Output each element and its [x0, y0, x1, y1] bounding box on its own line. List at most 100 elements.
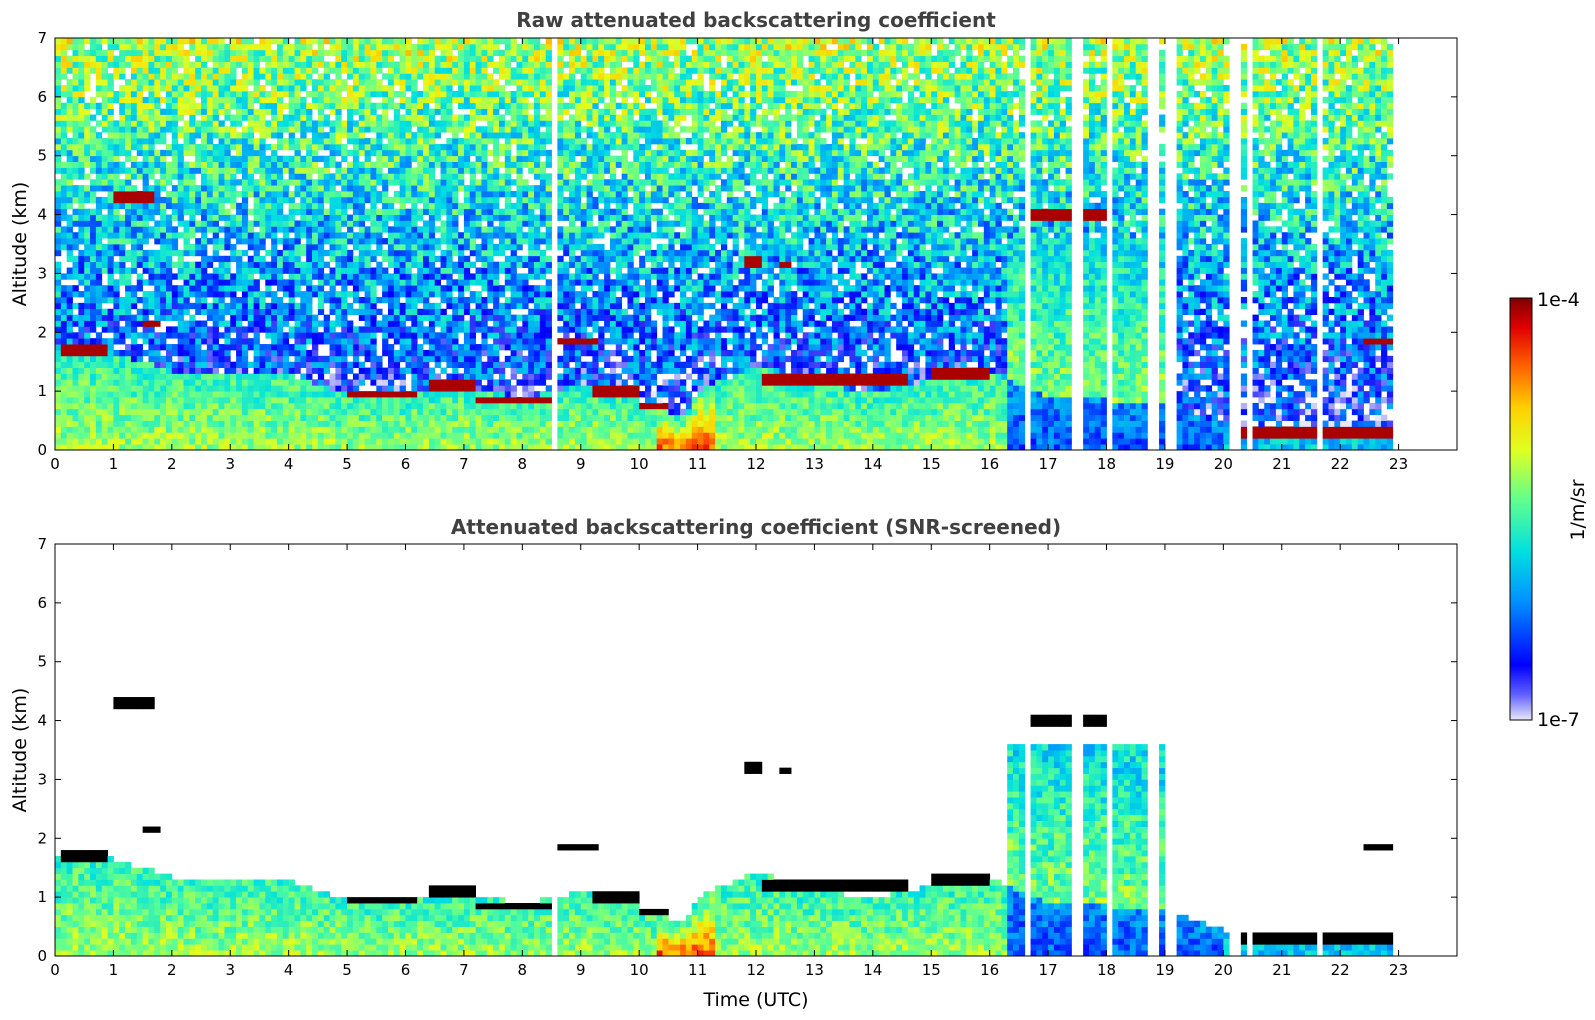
heatmap-cell — [165, 444, 173, 450]
heatmap-cell — [405, 408, 412, 416]
heatmap-cell — [306, 108, 313, 115]
heatmap-cell — [347, 102, 354, 110]
heatmap-cell — [253, 120, 260, 127]
heatmap-cell — [78, 220, 85, 227]
heatmap-cell — [504, 43, 512, 51]
heatmap-cell — [399, 332, 406, 339]
heatmap-cell — [463, 397, 471, 404]
heatmap-cell — [498, 408, 506, 416]
heatmap-cell — [171, 126, 179, 133]
heatmap-cell — [271, 314, 278, 321]
heatmap-cell — [399, 38, 406, 45]
heatmap-cell — [399, 179, 406, 186]
heatmap-cell — [393, 149, 401, 157]
heatmap-cell — [446, 426, 453, 433]
heatmap-cell — [300, 38, 307, 45]
heatmap-cell — [119, 49, 126, 57]
heatmap-cell — [224, 267, 231, 274]
heatmap-cell — [177, 132, 184, 139]
heatmap-cell — [306, 249, 313, 257]
heatmap-cell — [125, 185, 132, 192]
heatmap-cell — [382, 49, 389, 57]
heatmap-cell — [463, 267, 471, 274]
heatmap-cell — [119, 338, 126, 345]
heatmap-cell — [136, 120, 144, 127]
heatmap-cell — [393, 214, 401, 221]
heatmap-cell — [183, 126, 190, 133]
heatmap-cell — [55, 191, 62, 198]
heatmap-cell — [201, 196, 208, 204]
heatmap-cell — [294, 408, 301, 416]
heatmap-cell — [411, 244, 418, 251]
heatmap-cell — [382, 320, 389, 327]
heatmap-cell — [510, 432, 517, 439]
heatmap-cell — [458, 320, 465, 327]
heatmap-cell — [148, 191, 155, 198]
heatmap-cell — [323, 279, 330, 286]
heatmap-cell — [119, 361, 126, 368]
heatmap-cell — [60, 132, 68, 139]
heatmap-cell — [206, 238, 214, 245]
heatmap-cell — [323, 314, 330, 321]
heatmap-cell — [370, 432, 377, 439]
heatmap-cell — [312, 355, 319, 363]
heatmap-cell — [329, 308, 336, 316]
heatmap-cell — [119, 55, 126, 62]
heatmap-cell — [475, 302, 482, 310]
heatmap-cell — [452, 261, 459, 268]
heatmap-cell — [84, 426, 91, 433]
heatmap-cell — [329, 161, 336, 168]
heatmap-cell — [253, 208, 260, 215]
heatmap-cell — [463, 161, 471, 168]
heatmap-cell — [253, 302, 260, 310]
heatmap-cell — [154, 314, 161, 321]
heatmap-cell — [481, 132, 488, 139]
heatmap-cell — [510, 214, 517, 221]
heatmap-cell — [212, 220, 219, 227]
heatmap-cell — [300, 244, 307, 251]
heatmap-cell — [458, 73, 465, 80]
heatmap-cell — [382, 338, 389, 345]
heatmap-cell — [411, 408, 418, 416]
heatmap-cell — [364, 55, 371, 62]
heatmap-cell — [136, 143, 144, 151]
heatmap-cell — [463, 367, 471, 374]
heatmap-cell — [259, 196, 266, 204]
heatmap-cell — [352, 43, 360, 51]
heatmap-cell — [393, 385, 401, 392]
heatmap-cell — [446, 232, 453, 239]
heatmap-cell — [125, 279, 132, 286]
heatmap-cell — [493, 173, 500, 180]
heatmap-cell — [434, 161, 441, 168]
heatmap-cell — [276, 361, 284, 368]
heatmap-cell — [95, 108, 103, 115]
heatmap-cell — [224, 208, 231, 215]
heatmap-cell — [423, 238, 430, 245]
heatmap-cell — [60, 226, 68, 233]
heatmap-cell — [265, 90, 272, 98]
heatmap-cell — [434, 179, 441, 186]
heatmap-cell — [183, 191, 190, 198]
heatmap-cell — [271, 302, 278, 310]
heatmap-cell — [481, 90, 488, 98]
heatmap-cell — [458, 167, 465, 174]
heatmap-cell — [107, 79, 114, 86]
heatmap-cell — [352, 61, 360, 68]
heatmap-cell — [294, 173, 301, 180]
heatmap-cell — [195, 385, 202, 392]
heatmap-cell — [382, 179, 389, 186]
heatmap-cell — [288, 373, 295, 380]
heatmap-cell — [417, 367, 424, 374]
heatmap-cell — [358, 238, 366, 245]
heatmap-cell — [411, 196, 418, 204]
heatmap-cell — [504, 132, 512, 139]
heatmap-cell — [428, 273, 436, 280]
heatmap-cell — [189, 126, 196, 133]
heatmap-cell — [230, 344, 237, 351]
heatmap-cell — [399, 391, 406, 398]
heatmap-cell — [230, 291, 237, 298]
heatmap-cell — [498, 344, 506, 351]
heatmap-cell — [171, 232, 179, 239]
heatmap-cell — [72, 73, 79, 80]
heatmap-cell — [399, 191, 406, 198]
